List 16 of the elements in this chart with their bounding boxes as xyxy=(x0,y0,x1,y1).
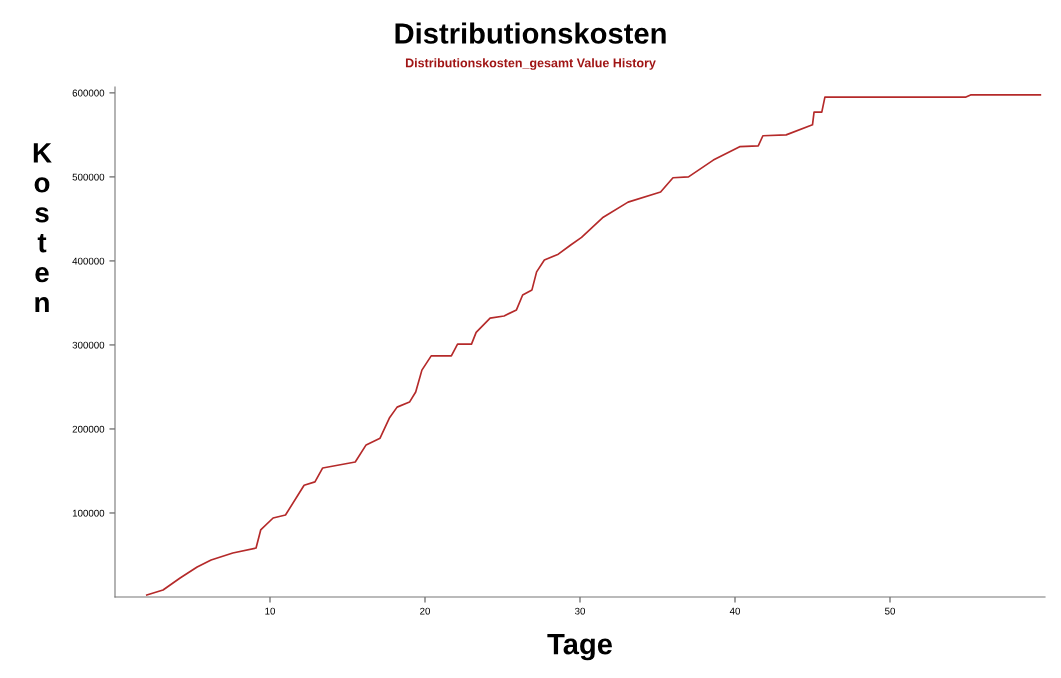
y-tick-label: 400000 xyxy=(72,257,105,265)
chart-subtitle: Distributionskosten_gesamt Value History xyxy=(405,58,656,70)
y-tick-label: 200000 xyxy=(72,425,105,433)
y-tick-label: 600000 xyxy=(72,89,105,97)
chart-title: Distributionskosten xyxy=(395,22,666,44)
x-tick-label: 20 xyxy=(420,607,431,615)
y-tick-label: 500000 xyxy=(72,173,105,181)
y-tick-label: 100000 xyxy=(72,509,105,517)
line-series xyxy=(145,94,1042,596)
x-axis-title: Tage xyxy=(547,634,612,661)
y-tick-label: 300000 xyxy=(72,341,105,349)
x-tick-label: 30 xyxy=(574,607,586,615)
x-tick-label: 40 xyxy=(729,607,741,615)
x-tick-label: 10 xyxy=(265,607,276,615)
x-tick-label: 50 xyxy=(884,607,896,615)
y-axis-title: Kosten xyxy=(33,143,52,312)
